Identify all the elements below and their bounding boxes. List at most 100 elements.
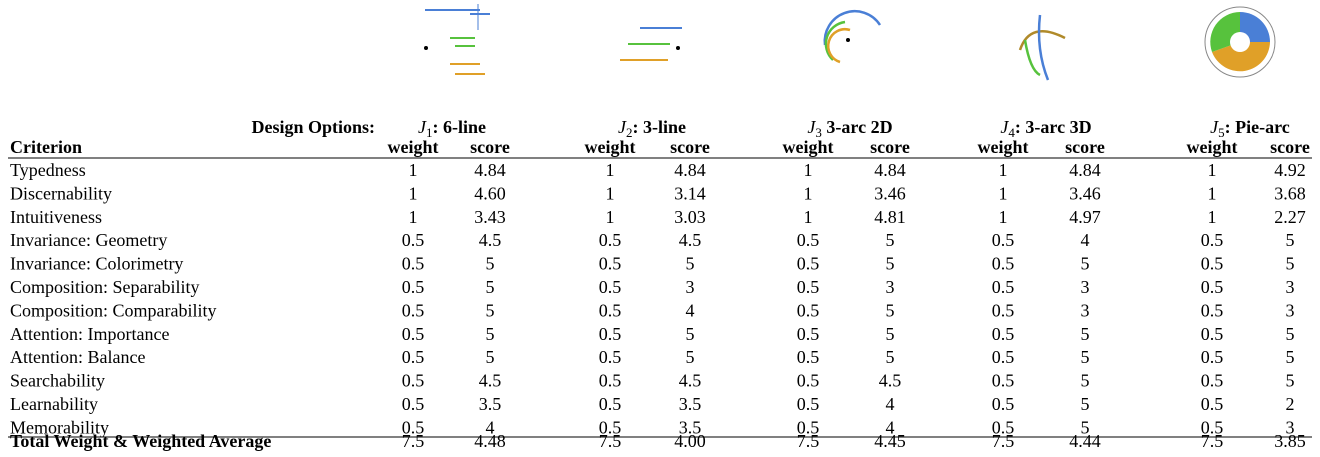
cell: 0.5 bbox=[402, 371, 425, 391]
cell: 0.5 bbox=[797, 371, 820, 391]
cell: 0.5 bbox=[797, 254, 820, 274]
cell: 1 bbox=[606, 183, 615, 203]
cell: 0.5 bbox=[992, 254, 1015, 274]
cell: 0.5 bbox=[992, 230, 1015, 250]
criterion: Total Weight & Weighted Average bbox=[10, 431, 271, 451]
cell: 1 bbox=[1208, 207, 1217, 227]
option-label: J3 3-arc 2D bbox=[807, 117, 892, 140]
cell: 3.85 bbox=[1274, 431, 1306, 451]
cell: 0.5 bbox=[797, 394, 820, 414]
option-name: : 3-arc 3D bbox=[1015, 117, 1092, 137]
cell: 0.5 bbox=[797, 347, 820, 367]
option-index: 4 bbox=[1008, 125, 1015, 140]
cell: 0.5 bbox=[1201, 300, 1224, 320]
cell: 0.5 bbox=[599, 347, 622, 367]
cell: 4 bbox=[686, 300, 695, 320]
criterion: Searchability bbox=[10, 371, 105, 391]
cell: 5 bbox=[1081, 324, 1090, 344]
criterion: Attention: Importance bbox=[10, 324, 169, 344]
cell: 0.5 bbox=[1201, 324, 1224, 344]
cell: 1 bbox=[1208, 160, 1217, 180]
cell: 3.5 bbox=[679, 417, 702, 437]
cell: 4.81 bbox=[874, 207, 906, 227]
criterion: Invariance: Colorimetry bbox=[10, 254, 183, 274]
option-index: 3 bbox=[815, 125, 822, 140]
cell: 0.5 bbox=[402, 230, 425, 250]
icon-3-arc-3d bbox=[1018, 14, 1066, 81]
cell: 5 bbox=[686, 324, 695, 344]
cell: 5 bbox=[886, 324, 895, 344]
cell: 0.5 bbox=[402, 394, 425, 414]
icon-6-line bbox=[424, 4, 490, 75]
cell: 4 bbox=[1081, 230, 1090, 250]
column-label: score bbox=[1270, 137, 1310, 157]
option-symbol: J bbox=[418, 117, 427, 137]
cell: 5 bbox=[886, 254, 895, 274]
cell: 0.5 bbox=[402, 347, 425, 367]
cell: 5 bbox=[686, 347, 695, 367]
cell: 3.03 bbox=[674, 207, 706, 227]
column-label: score bbox=[870, 137, 910, 157]
column-label: weight bbox=[388, 137, 439, 157]
cell: 4.48 bbox=[474, 431, 506, 451]
cell: 5 bbox=[1081, 371, 1090, 391]
cell: 5 bbox=[1081, 254, 1090, 274]
cell: 5 bbox=[1286, 324, 1295, 344]
option-symbol: J bbox=[1000, 117, 1009, 137]
cell: 3.68 bbox=[1274, 183, 1306, 203]
cell: 0.5 bbox=[1201, 347, 1224, 367]
criterion: Learnability bbox=[10, 394, 98, 414]
cell: 0.5 bbox=[797, 417, 820, 437]
cell: 1 bbox=[606, 160, 615, 180]
cell: 3.46 bbox=[874, 183, 906, 203]
icon-3-arc-2d bbox=[823, 10, 882, 64]
cell: 5 bbox=[1286, 371, 1295, 391]
cell: 0.5 bbox=[992, 371, 1015, 391]
cell: 3 bbox=[1286, 277, 1295, 297]
criterion: Intuitiveness bbox=[10, 207, 102, 227]
cell: 5 bbox=[486, 300, 495, 320]
cell: 5 bbox=[886, 230, 895, 250]
design-options-label: Design Options: bbox=[251, 117, 375, 137]
option-symbol: J bbox=[807, 117, 816, 137]
cell: 1 bbox=[999, 207, 1008, 227]
cell: 5 bbox=[486, 254, 495, 274]
cell: 0.5 bbox=[402, 277, 425, 297]
cell: 0.5 bbox=[599, 417, 622, 437]
cell: 1 bbox=[804, 183, 813, 203]
cell: 3.46 bbox=[1069, 183, 1101, 203]
column-label: score bbox=[670, 137, 710, 157]
cell: 0.5 bbox=[599, 324, 622, 344]
cell: 3.43 bbox=[474, 207, 506, 227]
cell: 5 bbox=[486, 324, 495, 344]
option-name: : 3-line bbox=[633, 117, 687, 137]
cell: 0.5 bbox=[1201, 371, 1224, 391]
cell: 0.5 bbox=[992, 394, 1015, 414]
cell: 2.27 bbox=[1274, 207, 1306, 227]
cell: 7.5 bbox=[402, 431, 425, 451]
option-label: J5: Pie-arc bbox=[1210, 117, 1290, 140]
cell: 1 bbox=[409, 207, 418, 227]
option-index: 2 bbox=[626, 125, 633, 140]
column-label: weight bbox=[585, 137, 636, 157]
option-name: 3-arc 2D bbox=[822, 117, 893, 137]
cell: 0.5 bbox=[402, 300, 425, 320]
cell: 4 bbox=[886, 394, 895, 414]
cell: 5 bbox=[1286, 347, 1295, 367]
cell: 0.5 bbox=[1201, 394, 1224, 414]
cell: 1 bbox=[804, 207, 813, 227]
cell: 0.5 bbox=[1201, 277, 1224, 297]
cell: 7.5 bbox=[599, 431, 622, 451]
option-label: J2: 3-line bbox=[618, 117, 686, 140]
cell: 1 bbox=[606, 207, 615, 227]
cell: 0.5 bbox=[1201, 230, 1224, 250]
column-label: weight bbox=[978, 137, 1029, 157]
cell: 1 bbox=[409, 160, 418, 180]
option-index: 1 bbox=[426, 125, 433, 140]
cell: 0.5 bbox=[1201, 417, 1224, 437]
column-label: weight bbox=[1187, 137, 1238, 157]
cell: 1 bbox=[999, 183, 1008, 203]
cell: 3.5 bbox=[479, 394, 502, 414]
cell: 5 bbox=[1081, 394, 1090, 414]
column-label: score bbox=[1065, 137, 1105, 157]
